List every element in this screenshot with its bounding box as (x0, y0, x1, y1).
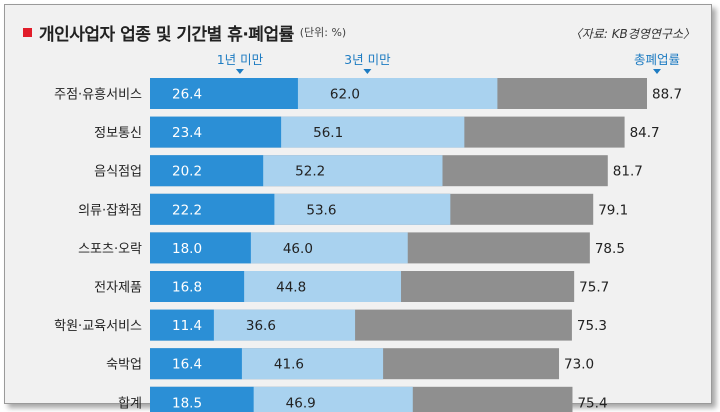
value-label-total: 75.4 (577, 395, 607, 411)
value-label-under-1yr: 23.4 (172, 125, 202, 141)
chart-title: 개인사업자 업종 및 기간별 휴·폐업률 (39, 24, 294, 45)
bar-under-1yr (150, 271, 245, 302)
category-label: 의류·잡화점 (78, 203, 142, 218)
value-label-under-1yr: 16.4 (172, 357, 202, 373)
header-under-3yr-label: 3년 미만 (344, 52, 391, 67)
value-label-under-1yr: 18.0 (172, 241, 202, 257)
unit-label: (단위: %) (299, 26, 347, 39)
category-label: 음식점업 (94, 165, 142, 180)
value-label-total: 81.7 (613, 164, 643, 180)
bar-under-1yr (150, 309, 214, 341)
value-label-under-3yr: 46.9 (286, 395, 316, 411)
value-label-under-3yr: 56.1 (313, 125, 343, 141)
value-label-under-3yr: 46.0 (283, 241, 313, 257)
category-label: 전자제품 (94, 281, 142, 296)
header-total-marker-icon (653, 69, 661, 74)
value-label-total: 75.7 (579, 280, 609, 296)
value-label-total: 84.7 (630, 125, 660, 141)
value-label-under-1yr: 16.8 (172, 280, 202, 296)
title-marker (23, 27, 32, 37)
category-label: 합계 (118, 396, 142, 411)
bar-under-1yr (150, 193, 275, 225)
bar-under-1yr (150, 232, 251, 264)
header-total-label: 총폐업률 (634, 52, 680, 67)
category-label: 학원·교육서비스 (54, 319, 142, 334)
bar-under-1yr (150, 348, 242, 380)
value-label-under-1yr: 18.5 (172, 395, 202, 411)
value-label-under-1yr: 22.2 (172, 202, 202, 218)
value-label-under-1yr: 26.4 (172, 87, 202, 103)
bar-under-1yr (150, 116, 282, 148)
value-label-total: 79.1 (598, 202, 628, 218)
header-under-3yr-marker-icon (363, 69, 372, 74)
category-label: 주점·유흥서비스 (54, 88, 142, 103)
value-label-under-1yr: 20.2 (172, 164, 202, 180)
value-label-under-3yr: 44.8 (276, 280, 306, 296)
value-label-total: 88.7 (652, 87, 682, 103)
value-label-under-3yr: 36.6 (246, 318, 276, 334)
value-label-under-1yr: 11.4 (172, 318, 202, 334)
bar-under-1yr (150, 386, 254, 412)
bar-under-1yr (150, 78, 298, 109)
value-label-total: 75.3 (577, 318, 607, 334)
value-label-under-3yr: 53.6 (306, 202, 336, 218)
category-label: 정보통신 (94, 126, 142, 141)
header-under-1yr-marker-icon (235, 69, 244, 74)
category-label: 숙박업 (106, 358, 142, 373)
value-label-total: 78.5 (595, 241, 625, 257)
value-label-total: 73.0 (564, 357, 594, 373)
title-row: 개인사업자 업종 및 기간별 휴·폐업률 (단위: %) (23, 19, 346, 45)
header-under-1yr-label: 1년 미만 (217, 52, 264, 67)
value-label-under-3yr: 52.2 (295, 164, 325, 180)
source-label: 〈자료: KB경영연구소〉 (569, 27, 695, 41)
bar-under-1yr (150, 155, 264, 187)
value-label-under-3yr: 41.6 (274, 357, 304, 373)
category-label: 스포츠·오락 (78, 242, 142, 257)
value-label-under-3yr: 62.0 (330, 87, 360, 103)
